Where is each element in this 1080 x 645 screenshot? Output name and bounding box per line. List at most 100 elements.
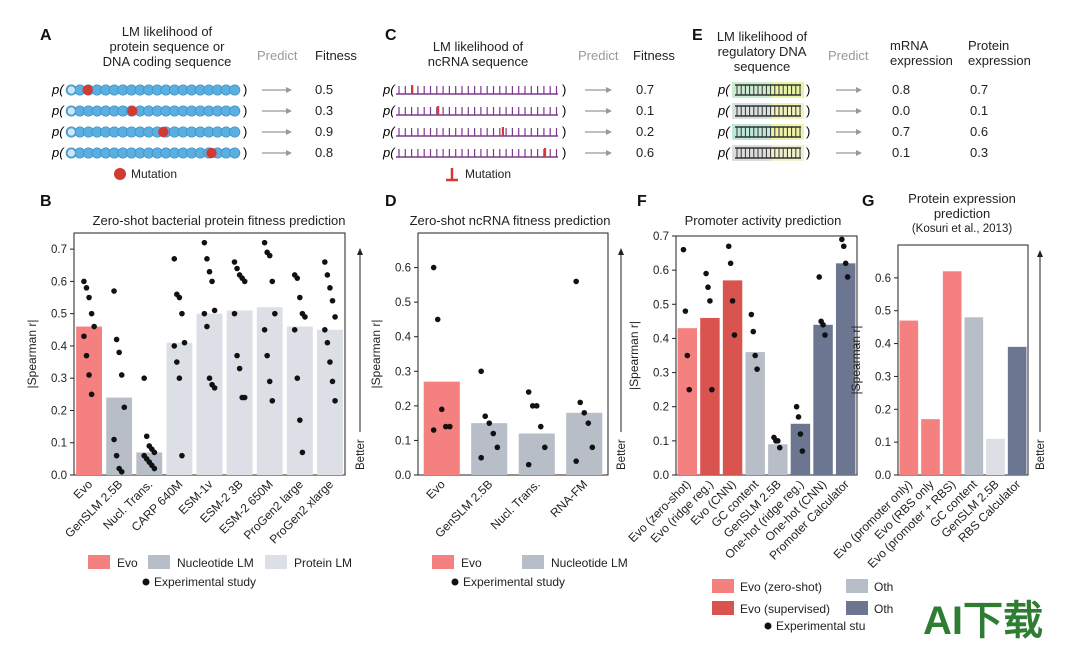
experimental-study-point bbox=[151, 449, 158, 456]
bar-carp-640m bbox=[166, 342, 193, 475]
mrna-expression-value: 0.8 bbox=[892, 82, 910, 97]
panel-c-title-line-1: LM likelihood of bbox=[433, 39, 524, 54]
better-arrowhead bbox=[357, 248, 363, 255]
experimental-study-point bbox=[171, 256, 178, 262]
experimental-study-point bbox=[430, 264, 437, 271]
experimental-study-point bbox=[324, 272, 331, 278]
mrna-expression-value: 0.0 bbox=[892, 103, 910, 118]
legend-swatch-nucleotide bbox=[522, 555, 544, 569]
experimental-study-point bbox=[294, 275, 301, 281]
likelihood-p-label: p( bbox=[382, 103, 396, 118]
likelihood-close-paren: ) bbox=[806, 103, 810, 118]
experimental-study-point bbox=[537, 423, 544, 430]
fitness-value: 0.8 bbox=[315, 145, 333, 160]
likelihood-close-paren: ) bbox=[243, 124, 247, 139]
experimental-study-point bbox=[121, 404, 128, 411]
experimental-study-point bbox=[261, 239, 268, 246]
likelihood-close-paren: ) bbox=[562, 82, 566, 97]
experimental-study-point bbox=[703, 270, 709, 277]
y-axis-label: |Spearman r| bbox=[849, 326, 863, 395]
y-tick-label: 0.4 bbox=[875, 339, 892, 351]
y-tick-label: 0.2 bbox=[395, 401, 411, 413]
legend-swatch-evo bbox=[432, 555, 454, 569]
experimental-study-point bbox=[81, 278, 87, 285]
start-residue-bead bbox=[67, 127, 76, 137]
bar-gc-content bbox=[745, 352, 765, 475]
y-tick-label: 0.4 bbox=[653, 333, 670, 345]
better-arrowhead bbox=[618, 248, 624, 255]
chart-subtitle: (Kosuri et al., 2013) bbox=[912, 223, 1013, 235]
bar-esm-2-650m bbox=[256, 307, 283, 475]
predict-arrowhead bbox=[286, 129, 292, 135]
y-tick-label: 0.6 bbox=[653, 265, 669, 277]
legend-experimental-study: Experimental stu bbox=[776, 619, 865, 633]
panel-e-title-line-3: sequence bbox=[734, 59, 790, 74]
plot-frame bbox=[897, 244, 1029, 476]
experimental-study-point bbox=[793, 403, 800, 410]
experimental-study-point bbox=[478, 454, 484, 461]
experimental-study-point bbox=[206, 268, 213, 275]
experimental-study-point bbox=[797, 431, 804, 437]
experimental-study-point bbox=[113, 452, 120, 459]
experimental-study-point bbox=[542, 444, 548, 451]
experimental-study-point bbox=[143, 433, 150, 440]
bar-genslm-2-5b bbox=[106, 397, 133, 475]
panel-e-mrna-header-1: mRNA bbox=[890, 38, 929, 53]
experimental-study-point bbox=[88, 391, 95, 398]
legend-label: Evo bbox=[117, 556, 138, 570]
experimental-study-point bbox=[236, 365, 243, 372]
legend-point-marker bbox=[451, 578, 459, 586]
better-label: Better bbox=[1035, 439, 1047, 470]
experimental-study-point bbox=[174, 359, 180, 365]
experimental-study-point bbox=[204, 256, 210, 262]
plot-frame bbox=[675, 235, 858, 476]
legend-label: Evo (zero-shot) bbox=[740, 580, 822, 594]
experimental-study-point bbox=[211, 307, 218, 314]
likelihood-close-paren: ) bbox=[562, 103, 566, 118]
experimental-study-point bbox=[490, 430, 497, 437]
predict-arrowhead bbox=[606, 129, 612, 135]
panel-label-b: B bbox=[40, 193, 52, 210]
experimental-study-point bbox=[327, 359, 333, 365]
residue-bead bbox=[229, 105, 241, 117]
experimental-study-point bbox=[91, 323, 97, 330]
experimental-study-point bbox=[269, 397, 276, 404]
experimental-study-point bbox=[118, 468, 125, 475]
experimental-study-point bbox=[525, 461, 532, 468]
experimental-study-point bbox=[525, 389, 532, 395]
legend-point-marker bbox=[142, 578, 150, 586]
experimental-study-point bbox=[438, 406, 445, 413]
x-category-label: RNA-FM bbox=[547, 477, 590, 520]
experimental-study-point bbox=[329, 378, 336, 385]
fitness-value: 0.9 bbox=[315, 124, 333, 139]
experimental-study-point bbox=[842, 260, 849, 267]
protein-expression-value: 0.6 bbox=[970, 124, 988, 139]
likelihood-p-label: p( bbox=[382, 145, 396, 160]
chart-title: Promoter activity prediction bbox=[685, 213, 842, 228]
mutation-legend-marker-c bbox=[446, 168, 458, 182]
experimental-study-point bbox=[83, 285, 90, 291]
panel-a-title-line-1: LM likelihood of bbox=[122, 24, 213, 39]
residue-bead bbox=[229, 147, 241, 159]
bar-esm-2-3b bbox=[226, 310, 253, 475]
x-category-label: Evo bbox=[423, 477, 448, 502]
experimental-study-point bbox=[585, 420, 592, 426]
experimental-study-point bbox=[204, 323, 210, 330]
bar-progen2-xlarge bbox=[316, 329, 343, 475]
legend-swatch-evo_dark bbox=[712, 601, 734, 615]
predict-arrowhead bbox=[606, 87, 612, 93]
experimental-study-point bbox=[573, 278, 579, 285]
mutation-bead bbox=[158, 126, 169, 138]
experimental-study-point bbox=[322, 259, 328, 265]
panel-a: A LM likelihood of protein sequence or D… bbox=[40, 24, 357, 181]
y-tick-label: 0.1 bbox=[395, 435, 411, 447]
experimental-study-point bbox=[589, 444, 596, 451]
residue-bead bbox=[229, 126, 241, 138]
experimental-study-point bbox=[86, 372, 92, 378]
experimental-study-point bbox=[231, 259, 238, 265]
bar-gc-content bbox=[964, 317, 984, 475]
panel-label-c: C bbox=[385, 27, 397, 44]
panel-label-e: E bbox=[692, 27, 703, 44]
legend-label: Protein LM bbox=[294, 556, 352, 570]
experimental-study-point bbox=[261, 327, 268, 333]
